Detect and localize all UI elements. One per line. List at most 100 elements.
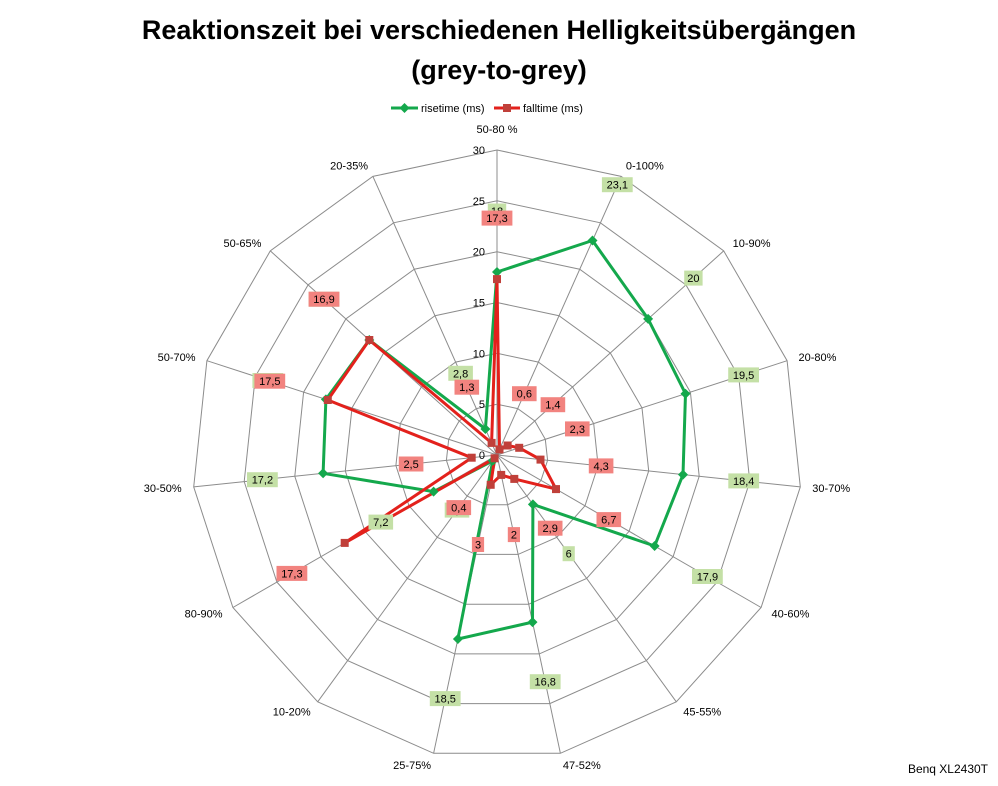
data-label-box <box>588 458 614 474</box>
data-label-box <box>429 691 461 707</box>
data-label: 6 <box>566 549 572 561</box>
data-label-box <box>454 379 480 395</box>
data-point-diamond <box>452 634 463 644</box>
data-point-diamond <box>680 388 691 399</box>
category-label: 10-20% <box>273 707 311 719</box>
data-point-diamond <box>587 235 598 246</box>
data-label: 17,9 <box>697 572 718 584</box>
markers-falltime-ms <box>323 275 560 547</box>
data-label-box <box>308 291 340 307</box>
data-label: 2,3 <box>570 424 585 436</box>
data-point-square <box>467 453 476 462</box>
data-label: 7,2 <box>373 517 388 529</box>
data-point-square <box>340 538 349 547</box>
tick-label: 10 <box>473 348 485 360</box>
data-label: 2,5 <box>403 459 418 471</box>
grid-spoke <box>496 454 677 703</box>
data-point-square <box>515 443 524 452</box>
data-label-box <box>276 565 308 581</box>
tick-label: 15 <box>473 298 485 310</box>
data-label-box <box>368 514 394 530</box>
chart-title: Reaktionszeit bei verschiedenen Helligke… <box>141 15 857 85</box>
data-point-square <box>365 336 374 344</box>
data-label-box <box>601 177 633 193</box>
series-line-falltime-ms <box>326 277 558 545</box>
category-label: 25-75% <box>393 760 431 772</box>
radar-plot: 0 5 10 15 20 25 30 50-80 % 0-100% 10-90% 20-80% 30-… <box>144 124 851 772</box>
category-label: 80-90% <box>185 609 223 621</box>
data-point-square <box>497 470 506 479</box>
category-label: 20-35% <box>330 160 368 172</box>
legend-square-marker <box>503 104 511 112</box>
data-label: 16,9 <box>313 294 334 306</box>
data-label: 2 <box>511 530 517 542</box>
data-point-square <box>493 275 501 284</box>
data-point-diamond <box>649 541 660 551</box>
category-label: 10-90% <box>733 238 771 250</box>
data-label-box <box>481 210 513 226</box>
data-point-diamond <box>527 499 538 510</box>
grid-spoke <box>496 454 762 608</box>
grid-ring <box>445 403 549 506</box>
data-label: 1,4 <box>545 400 560 412</box>
data-label-box <box>471 537 485 552</box>
data-label: 17,2 <box>252 475 273 487</box>
radar-grid <box>193 149 801 754</box>
tick-label: 0 <box>479 450 485 462</box>
data-point-diamond <box>480 424 491 434</box>
tick-label: 30 <box>473 145 485 157</box>
category-label: 20-80% <box>799 352 837 364</box>
data-label-box <box>562 546 575 562</box>
data-label-box <box>565 421 590 437</box>
category-label: 50-80 % <box>477 124 518 136</box>
tick-label: 5 <box>479 399 485 411</box>
data-label: 0,6 <box>517 389 532 401</box>
data-label-box <box>254 373 286 389</box>
category-label: 47-52% <box>563 760 601 772</box>
data-point-square <box>495 445 504 454</box>
data-label: 17,5 <box>259 376 280 388</box>
data-label: 4,3 <box>593 461 608 473</box>
radial-axis-ticks: 0 5 10 15 20 25 30 <box>473 145 485 462</box>
category-label: 50-65% <box>223 238 261 250</box>
data-label: 19,5 <box>733 370 754 382</box>
grid-spoke <box>193 454 498 488</box>
data-label: 17,3 <box>486 213 507 225</box>
data-label-box <box>247 472 278 488</box>
data-label: 3 <box>475 540 481 552</box>
data-label: 16,8 <box>534 677 555 689</box>
data-label: 18,5 <box>434 694 455 706</box>
data-label-box <box>537 520 563 536</box>
legend-item-falltime: falltime (ms) <box>494 103 583 115</box>
data-point-square <box>490 454 499 463</box>
data-point-square <box>510 474 519 483</box>
grid-ring <box>344 301 650 605</box>
data-label-box <box>507 527 520 543</box>
data-label-box <box>540 397 566 413</box>
tick-label: 25 <box>473 196 485 208</box>
data-point-diamond <box>428 486 439 497</box>
data-label-box <box>446 500 472 516</box>
data-point-diamond <box>643 313 654 324</box>
data-label: 1,3 <box>459 382 474 394</box>
grid-ring <box>294 251 700 655</box>
grid-ring <box>243 200 751 705</box>
data-point-square <box>552 485 560 494</box>
category-label: 30-50% <box>144 483 182 495</box>
data-label: 6,7 <box>601 515 616 527</box>
grid-spoke <box>496 454 561 754</box>
data-label: 2,8 <box>453 368 468 380</box>
legend: risetime (ms) falltime (ms) <box>391 103 583 115</box>
markers-risetime-ms <box>318 235 691 644</box>
category-labels: 50-80 % 0-100% 10-90% 20-80% 30-70% 40-60% 45-… <box>144 124 851 772</box>
category-label: 0-100% <box>626 160 664 172</box>
grid-spoke <box>317 454 498 703</box>
data-label: 0,4 <box>451 503 466 515</box>
data-label-box <box>684 270 703 286</box>
data-label: 2,9 <box>543 523 558 535</box>
data-label-box <box>398 456 424 472</box>
data-label: 20 <box>687 273 699 285</box>
data-label-box <box>596 512 622 528</box>
category-label: 45-55% <box>683 707 721 719</box>
